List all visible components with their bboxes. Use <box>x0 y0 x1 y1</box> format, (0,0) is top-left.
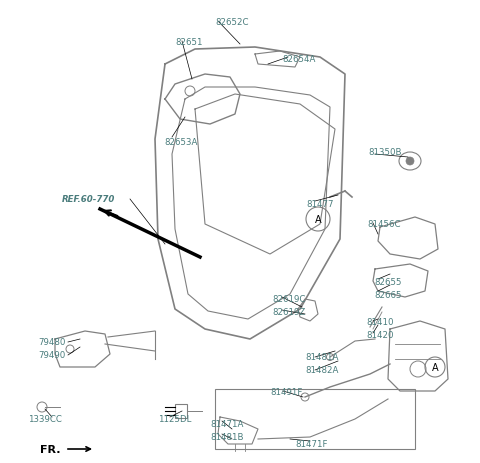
Text: 1125DL: 1125DL <box>158 414 192 423</box>
Bar <box>175 404 187 418</box>
Text: 82653A: 82653A <box>164 138 197 147</box>
Text: 81481A: 81481A <box>305 352 338 361</box>
Text: 82619Z: 82619Z <box>272 307 305 316</box>
Text: 79490: 79490 <box>38 350 65 359</box>
Text: 1339CC: 1339CC <box>28 414 62 423</box>
Text: 81350B: 81350B <box>368 148 401 156</box>
Text: 82654A: 82654A <box>282 55 315 64</box>
Text: A: A <box>432 362 438 372</box>
Circle shape <box>406 158 414 166</box>
Text: 82655: 82655 <box>374 277 401 287</box>
Text: 82651: 82651 <box>175 38 203 47</box>
Text: 81420: 81420 <box>366 330 394 339</box>
Text: 81482A: 81482A <box>305 365 338 374</box>
Text: 81491F: 81491F <box>270 387 302 396</box>
Text: 82665: 82665 <box>374 290 401 300</box>
Text: A: A <box>315 214 321 225</box>
Text: 81456C: 81456C <box>367 219 400 229</box>
Text: 81477: 81477 <box>306 200 334 208</box>
Text: REF.60-770: REF.60-770 <box>62 194 115 204</box>
Text: 79480: 79480 <box>38 337 65 346</box>
Text: 81410: 81410 <box>366 317 394 326</box>
Text: 81481B: 81481B <box>210 432 243 441</box>
Text: FR.: FR. <box>40 444 60 454</box>
Text: 82652C: 82652C <box>215 18 249 27</box>
Text: 81471A: 81471A <box>210 419 243 428</box>
Text: 81471F: 81471F <box>295 439 327 448</box>
Text: 82619C: 82619C <box>272 294 305 303</box>
